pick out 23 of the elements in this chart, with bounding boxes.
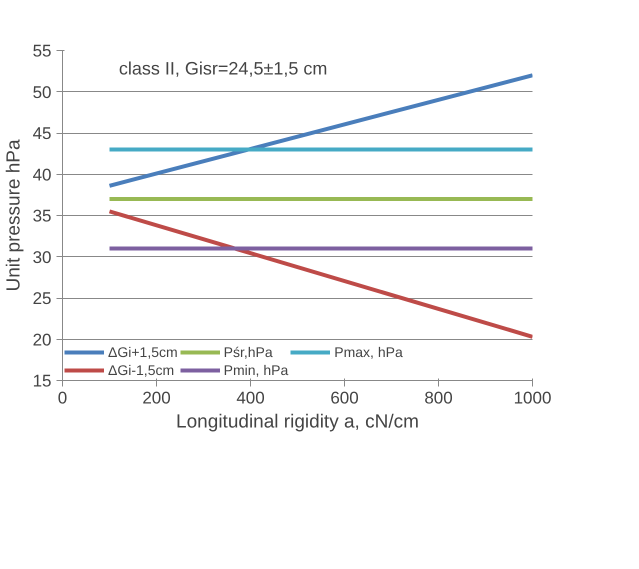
x-tick-label: 400 <box>236 388 265 408</box>
y-tick-label: 20 <box>32 330 52 350</box>
y-tick-label: 55 <box>32 42 52 60</box>
x-tick-label: 0 <box>58 388 68 408</box>
legend-label: ΔGi-1,5cm <box>108 362 174 378</box>
y-tick-label: 40 <box>32 165 52 184</box>
x-tick-label: 600 <box>330 388 359 408</box>
x-tick-label: 800 <box>424 388 453 408</box>
y-tick-label: 15 <box>32 372 52 390</box>
legend-label: Pśr,hPa <box>224 344 273 360</box>
x-tick-label: 1000 <box>514 388 552 408</box>
y-axis-title: Unit pressure hPa <box>4 139 25 292</box>
legend-label: Pmax, hPa <box>334 344 403 360</box>
annotation: class II, Gisr=24,5±1,5 cm <box>118 58 328 78</box>
x-tick-label: 200 <box>142 388 171 408</box>
legend-label: ΔGi+1,5cm <box>108 344 178 360</box>
legend-label: Pmin, hPa <box>224 362 288 378</box>
y-tick-label: 35 <box>32 206 52 226</box>
y-tick-label: 25 <box>32 289 52 308</box>
y-tick-label: 30 <box>32 248 52 267</box>
y-tick-label: 45 <box>32 124 52 143</box>
x-axis-title: Longitudinal rigidity a, cN/cm <box>176 412 419 432</box>
y-tick-label: 50 <box>32 82 52 102</box>
